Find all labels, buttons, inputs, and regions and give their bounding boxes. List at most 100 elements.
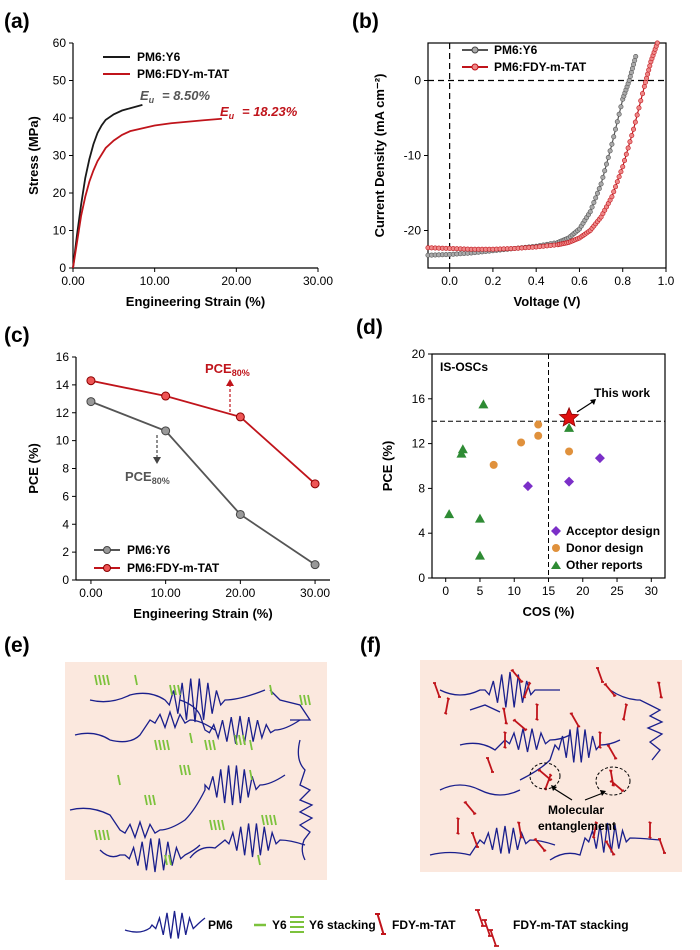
fdy-molecule <box>609 779 625 793</box>
series-0-point <box>591 200 597 206</box>
y6-molecule <box>209 819 213 831</box>
fdy-molecule <box>512 718 528 732</box>
x-tick-label: 10 <box>508 584 522 598</box>
y-tick-label: 8 <box>62 462 69 476</box>
y6-molecule <box>164 854 168 866</box>
series-1-point <box>645 71 651 77</box>
fdy-stroke <box>604 840 616 856</box>
fdy-stroke <box>603 682 617 698</box>
y-tick-label: 10 <box>53 224 67 238</box>
series-0-point <box>594 190 600 196</box>
y6-molecule <box>249 739 253 751</box>
fdy-molecule <box>503 731 507 749</box>
bottom-legend-y6s-symbol <box>290 916 304 933</box>
pce80-red: PCE80% <box>205 361 250 412</box>
fdy-molecule <box>522 681 532 699</box>
series-0-line <box>90 400 316 566</box>
series-1-point <box>614 179 620 185</box>
fdy-stroke <box>510 668 524 684</box>
y-tick-label: -20 <box>404 224 422 238</box>
donor-point <box>565 447 574 456</box>
donor-point <box>534 431 543 440</box>
legend-b: PM6:Y6 PM6:FDY-m-TAT <box>462 43 587 74</box>
y-tick-label: -10 <box>404 149 422 163</box>
x-tick-label: 10.00 <box>151 586 181 600</box>
chart-b: 0.0 0.2 0.4 0.6 0.8 1.0 -20 -10 0 Voltage (V) Curr… <box>372 40 675 309</box>
x-tick-label: 0.0 <box>441 274 458 288</box>
pce80-gray-text: PCE <box>125 469 152 484</box>
fdy-stroke <box>535 703 539 721</box>
fdy-molecule <box>606 744 618 760</box>
pce80-red-text: PCE <box>205 361 232 376</box>
chart-c: 0.00 10.00 20.00 30.00 0 2 4 6 8 10 12 14 16 Engineer… <box>26 350 330 621</box>
donor-point <box>517 438 526 447</box>
bottom-legend-y6s: Y6 stacking <box>309 918 376 932</box>
y6-molecule <box>187 764 191 776</box>
y-axis-label: Stress (MPa) <box>26 116 41 195</box>
series-1-point <box>654 40 660 46</box>
pm6-chain <box>89 678 266 723</box>
y-tick-label: 4 <box>62 517 69 531</box>
legend-c: PM6:Y6 PM6:FDY-m-TAT <box>94 543 220 575</box>
series-1-point <box>618 169 624 175</box>
y6-molecule <box>299 694 303 706</box>
y-axis-label: PCE (%) <box>380 441 395 492</box>
y-tick-label: 20 <box>53 186 67 200</box>
fdy-molecule <box>443 697 451 715</box>
y-tick-label: 12 <box>412 437 426 451</box>
series-1-point <box>634 112 640 118</box>
pm6-chain <box>179 699 301 744</box>
fdy-molecule <box>486 757 494 773</box>
legend-d-s3: Other reports <box>566 558 643 572</box>
legend-a: PM6:Y6 PM6:FDY-m-TAT <box>103 50 230 81</box>
series-1-point <box>629 133 635 139</box>
fdy-stroke <box>533 837 547 853</box>
y6-molecule <box>213 819 217 831</box>
y6-molecule <box>148 794 152 806</box>
fdy-molecule <box>657 681 663 699</box>
pce80-gray: PCE80% <box>125 435 170 486</box>
annotation-a-red-text: = 18.23% <box>242 104 298 119</box>
series-1-point <box>625 145 631 151</box>
fdy-stroke <box>648 821 652 839</box>
y-tick-label: 0 <box>414 74 421 88</box>
fdy-molecule <box>456 817 460 835</box>
y-tick-label: 6 <box>62 489 69 503</box>
series-0-point <box>633 53 639 59</box>
pm6-chain <box>269 689 312 721</box>
fdy-stroke <box>486 757 494 773</box>
y6-molecule <box>168 854 172 866</box>
pce80-gray-sub: 80% <box>152 476 170 486</box>
y-tick-label: 16 <box>412 392 426 406</box>
fdy-stroke <box>569 712 581 728</box>
other-point <box>564 422 575 432</box>
panel-d-label: (d) <box>356 316 383 339</box>
y6-molecule <box>261 814 265 826</box>
series-1-line <box>90 379 316 485</box>
legend-b-s1: PM6:Y6 <box>494 43 538 57</box>
y-tick-label: 10 <box>56 434 70 448</box>
entangle-line1: Molecular <box>548 803 604 817</box>
y6-molecule <box>106 674 110 686</box>
fdy-molecule <box>603 682 617 698</box>
series-pm6-fdy-line <box>72 117 222 269</box>
y6-molecule <box>269 814 273 826</box>
pm6-chain <box>469 704 501 713</box>
fdy-symbol <box>375 913 386 935</box>
y6-molecule <box>166 739 170 751</box>
y6-molecule <box>212 739 216 751</box>
y6-molecule <box>234 734 238 746</box>
y6-molecule <box>179 764 183 776</box>
x-tick-label: 0.00 <box>79 586 103 600</box>
y6-molecule <box>154 739 158 751</box>
pce80-red-sub: 80% <box>232 368 250 378</box>
fdy-stroke <box>621 703 629 721</box>
fdy-molecule <box>502 707 508 725</box>
pm6-chain <box>519 726 621 781</box>
fdy-molecule <box>510 668 524 684</box>
schematic-e-bg <box>65 662 327 880</box>
y6-molecule <box>217 819 221 831</box>
pm6-chain <box>297 739 314 861</box>
fdy-molecule <box>433 682 441 698</box>
bottom-legend: PM6 Y6 Y6 stacking FDY-m-TAT FDY-m-TAT s… <box>124 909 629 947</box>
